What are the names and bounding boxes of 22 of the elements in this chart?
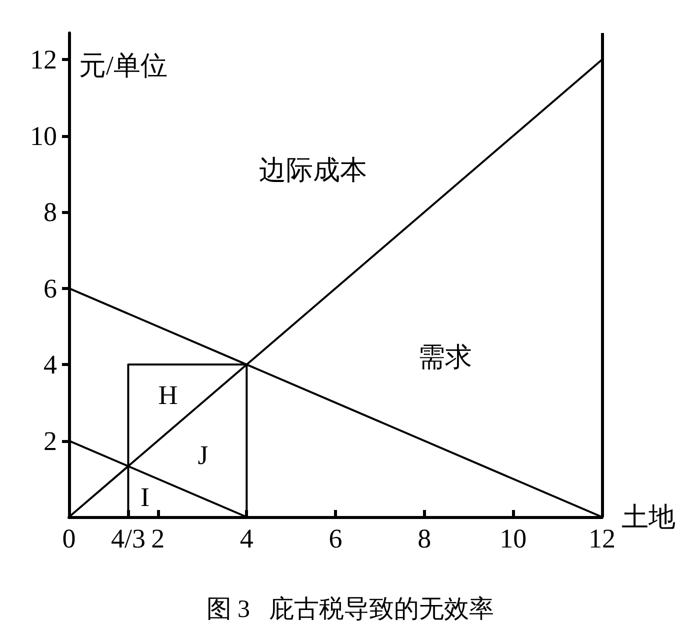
x-tick-label: 2 <box>151 524 165 554</box>
y-tick-label: 10 <box>30 120 57 151</box>
x-tick-label: 4/3 <box>110 524 146 554</box>
x-axis-title: 土地 <box>621 502 676 532</box>
x-tick-label: 0 <box>62 524 76 554</box>
x-tick-label: 4 <box>240 524 254 554</box>
annotation: 边际成本 <box>259 155 367 185</box>
annotation: I <box>140 482 150 512</box>
y-tick-label: 2 <box>44 426 57 456</box>
annotation: J <box>198 440 208 470</box>
y-tick-label: 4 <box>44 350 58 380</box>
x-tick-label: 8 <box>418 524 432 554</box>
y-tick-label: 8 <box>44 197 57 228</box>
annotation: H <box>158 380 178 410</box>
y-axis-title: 元/单位 <box>79 50 168 80</box>
text: 图 3 庇古税导致的无效率 <box>206 595 494 623</box>
x-tick-label: 10 <box>500 524 527 554</box>
y-tick-label: 6 <box>44 273 57 304</box>
x-tick-label: 6 <box>328 524 342 554</box>
y-tick-label: 12 <box>30 44 57 75</box>
annotation: 需求 <box>418 342 472 372</box>
x-tick-label: 12 <box>588 524 616 554</box>
